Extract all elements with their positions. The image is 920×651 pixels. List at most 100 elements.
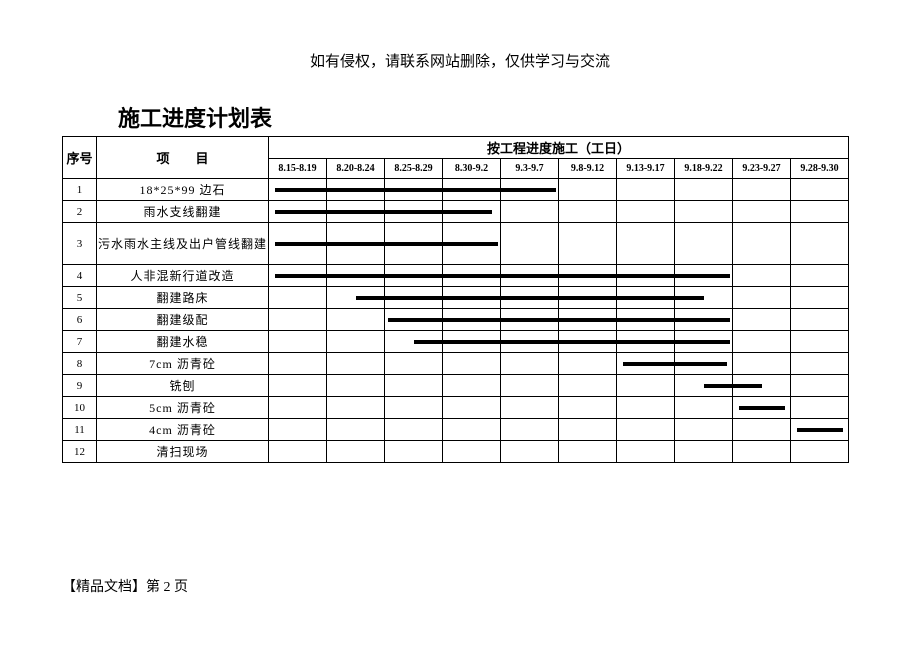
gantt-cell (675, 179, 733, 201)
row-seq: 7 (63, 331, 97, 353)
gantt-cell (733, 397, 791, 419)
gantt-cell (501, 419, 559, 441)
gantt-cell (501, 201, 559, 223)
gantt-cell (733, 179, 791, 201)
gantt-cell (443, 419, 501, 441)
gantt-table: 序号 项 目 按工程进度施工（工日） 8.15-8.19 8.20-8.24 8… (62, 136, 849, 463)
col-project-header: 项 目 (97, 137, 269, 179)
row-project-name: 铣刨 (97, 375, 269, 397)
table-head: 序号 项 目 按工程进度施工（工日） 8.15-8.19 8.20-8.24 8… (63, 137, 849, 179)
gantt-cell (501, 397, 559, 419)
gantt-bar (275, 210, 493, 214)
row-project-name: 翻建路床 (97, 287, 269, 309)
table-row: 9铣刨 (63, 375, 849, 397)
gantt-cell (791, 397, 849, 419)
gantt-cell (443, 441, 501, 463)
gantt-cell (559, 397, 617, 419)
gantt-cell (443, 353, 501, 375)
col-schedule-group-header: 按工程进度施工（工日） (269, 137, 849, 159)
gantt-bar (275, 274, 730, 278)
row-project-name: 污水雨水主线及出户管线翻建 (97, 223, 269, 265)
gantt-cell (501, 353, 559, 375)
col-seq-header: 序号 (63, 137, 97, 179)
gantt-cell (385, 397, 443, 419)
gantt-bar (739, 406, 785, 410)
gantt-cell (733, 265, 791, 287)
table-row: 4人非混新行道改造 (63, 265, 849, 287)
header-note: 如有侵权，请联系网站删除，仅供学习与交流 (0, 0, 920, 71)
gantt-cell (733, 419, 791, 441)
gantt-cell (559, 223, 617, 265)
gantt-cell (327, 331, 385, 353)
gantt-cell (791, 353, 849, 375)
row-seq: 3 (63, 223, 97, 265)
row-project-name: 18*25*99 边石 (97, 179, 269, 201)
gantt-cell (327, 375, 385, 397)
gantt-cell (327, 287, 385, 309)
row-seq: 1 (63, 179, 97, 201)
gantt-bar (275, 242, 498, 246)
gantt-cell (559, 441, 617, 463)
table-row: 7翻建水稳 (63, 331, 849, 353)
gantt-cell (617, 375, 675, 397)
gantt-cell (269, 223, 327, 265)
row-seq: 8 (63, 353, 97, 375)
gantt-cell (791, 287, 849, 309)
gantt-cell (675, 397, 733, 419)
date-header: 9.23-9.27 (733, 159, 791, 179)
gantt-bar (356, 296, 704, 300)
gantt-cell (675, 441, 733, 463)
table-row: 105cm 沥青砼 (63, 397, 849, 419)
gantt-cell (269, 331, 327, 353)
gantt-bar (704, 384, 762, 388)
gantt-table-wrap: 序号 项 目 按工程进度施工（工日） 8.15-8.19 8.20-8.24 8… (62, 136, 849, 463)
gantt-cell (791, 375, 849, 397)
gantt-cell (733, 223, 791, 265)
gantt-cell (617, 201, 675, 223)
gantt-cell (675, 223, 733, 265)
row-seq: 2 (63, 201, 97, 223)
date-header: 8.30-9.2 (443, 159, 501, 179)
page-title: 施工进度计划表 (118, 101, 920, 133)
row-project-name: 翻建级配 (97, 309, 269, 331)
gantt-cell (501, 375, 559, 397)
gantt-cell (501, 441, 559, 463)
gantt-bar (623, 362, 727, 366)
row-project-name: 人非混新行道改造 (97, 265, 269, 287)
gantt-cell (269, 441, 327, 463)
gantt-cell (733, 353, 791, 375)
gantt-cell (385, 375, 443, 397)
row-seq: 6 (63, 309, 97, 331)
table-row: 5翻建路床 (63, 287, 849, 309)
gantt-cell (385, 331, 443, 353)
gantt-cell (385, 441, 443, 463)
gantt-cell (385, 309, 443, 331)
gantt-cell (791, 419, 849, 441)
gantt-cell (559, 179, 617, 201)
gantt-cell (269, 179, 327, 201)
gantt-cell (617, 419, 675, 441)
gantt-cell (733, 287, 791, 309)
gantt-bar (275, 188, 556, 192)
gantt-cell (791, 309, 849, 331)
date-header: 8.15-8.19 (269, 159, 327, 179)
date-header: 9.18-9.22 (675, 159, 733, 179)
row-project-name: 雨水支线翻建 (97, 201, 269, 223)
row-project-name: 翻建水稳 (97, 331, 269, 353)
date-header: 9.28-9.30 (791, 159, 849, 179)
row-seq: 12 (63, 441, 97, 463)
row-project-name: 7cm 沥青砼 (97, 353, 269, 375)
gantt-cell (269, 201, 327, 223)
gantt-cell (327, 397, 385, 419)
gantt-bar (414, 340, 730, 344)
gantt-cell (269, 419, 327, 441)
gantt-cell (327, 441, 385, 463)
gantt-cell (733, 331, 791, 353)
gantt-cell (675, 201, 733, 223)
gantt-cell (617, 441, 675, 463)
gantt-cell (385, 419, 443, 441)
gantt-cell (617, 353, 675, 375)
gantt-cell (269, 287, 327, 309)
gantt-cell (327, 419, 385, 441)
gantt-cell (559, 419, 617, 441)
